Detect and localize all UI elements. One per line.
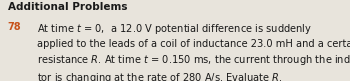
Text: At time $\mathit{t}$ = 0,  a 12.0 V potential difference is suddenly
applied to : At time $\mathit{t}$ = 0, a 12.0 V poten… bbox=[37, 22, 350, 81]
Text: 78: 78 bbox=[8, 22, 21, 32]
Text: Additional Problems: Additional Problems bbox=[8, 2, 127, 12]
